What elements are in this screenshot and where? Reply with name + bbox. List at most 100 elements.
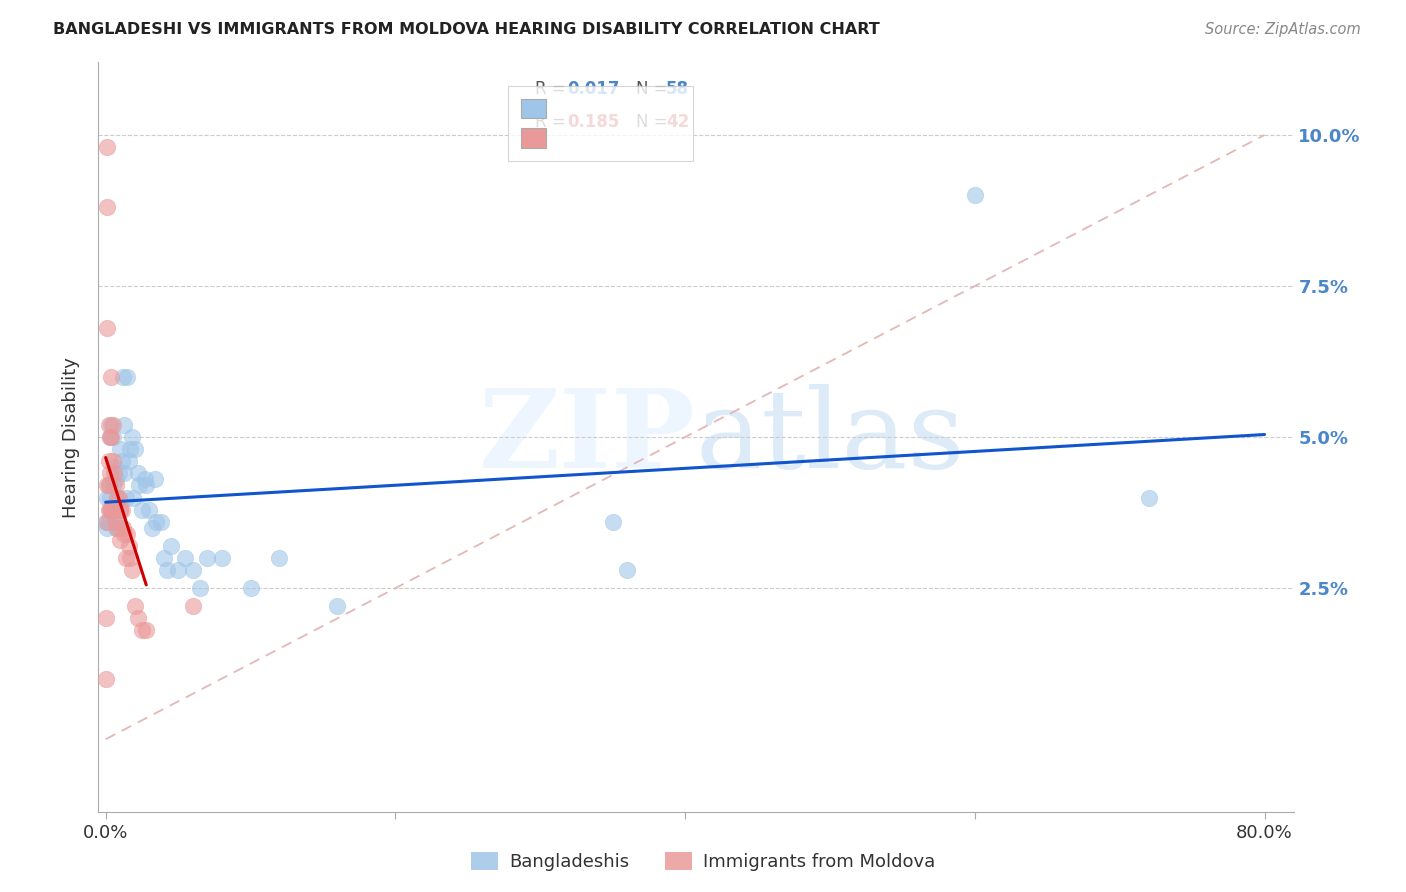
Point — [96, 140, 118, 154]
Point — [963, 188, 986, 202]
Text: R =: R = — [534, 113, 571, 131]
Point — [616, 563, 638, 577]
Point — [122, 491, 145, 505]
Point — [127, 467, 149, 481]
Point — [269, 550, 291, 565]
Point — [134, 472, 156, 486]
Point — [117, 526, 139, 541]
Text: N =: N = — [637, 80, 673, 98]
Point — [104, 515, 127, 529]
Point — [96, 611, 118, 625]
Point — [104, 521, 127, 535]
Point — [112, 521, 135, 535]
Point — [97, 478, 120, 492]
Point — [112, 369, 135, 384]
Point — [128, 478, 150, 492]
Point — [181, 563, 204, 577]
Point — [100, 502, 122, 516]
Point — [160, 539, 183, 553]
Point — [118, 539, 141, 553]
Point — [211, 550, 233, 565]
Point — [115, 491, 138, 505]
Point — [96, 478, 118, 492]
Point — [96, 321, 118, 335]
Point — [155, 563, 177, 577]
Point — [1137, 491, 1160, 505]
Point — [98, 430, 121, 444]
Point — [110, 454, 132, 468]
Point — [174, 550, 197, 565]
Text: 42: 42 — [666, 113, 689, 131]
Legend: Bangladeshis, Immigrants from Moldova: Bangladeshis, Immigrants from Moldova — [464, 845, 942, 879]
Point — [94, 672, 117, 686]
Point — [110, 502, 132, 516]
Point — [96, 515, 118, 529]
Point — [101, 417, 124, 432]
Point — [101, 430, 124, 444]
Point — [114, 417, 136, 432]
Point — [105, 521, 128, 535]
Point — [131, 502, 153, 516]
Point — [602, 515, 624, 529]
Point — [103, 460, 125, 475]
Point — [108, 502, 131, 516]
Point — [108, 502, 131, 516]
Point — [141, 521, 163, 535]
Point — [96, 201, 118, 215]
Point — [104, 478, 127, 492]
Point — [96, 521, 118, 535]
Text: Source: ZipAtlas.com: Source: ZipAtlas.com — [1205, 22, 1361, 37]
Point — [98, 502, 121, 516]
Point — [124, 599, 146, 614]
Point — [114, 526, 136, 541]
Point — [117, 369, 139, 384]
Point — [120, 550, 142, 565]
Point — [103, 502, 125, 516]
Point — [105, 491, 128, 505]
Point — [100, 430, 122, 444]
Point — [103, 467, 125, 481]
Point — [167, 563, 190, 577]
Point — [239, 581, 262, 595]
Point — [120, 442, 142, 457]
Point — [97, 454, 120, 468]
Point — [97, 515, 120, 529]
Point — [118, 454, 141, 468]
Y-axis label: Hearing Disability: Hearing Disability — [62, 357, 80, 517]
Point — [135, 624, 157, 638]
Point — [152, 550, 174, 565]
Text: R =: R = — [534, 80, 571, 98]
Point — [124, 442, 146, 457]
Point — [131, 624, 153, 638]
Point — [121, 563, 143, 577]
Legend: , : , — [508, 86, 693, 161]
Point — [195, 550, 218, 565]
Point — [100, 417, 122, 432]
Point — [104, 472, 127, 486]
Point — [100, 369, 122, 384]
Point — [181, 599, 204, 614]
Point — [107, 521, 129, 535]
Point — [101, 478, 124, 492]
Point — [121, 430, 143, 444]
Text: N =: N = — [637, 113, 673, 131]
Point — [326, 599, 349, 614]
Point — [107, 491, 129, 505]
Point — [105, 491, 128, 505]
Text: BANGLADESHI VS IMMIGRANTS FROM MOLDOVA HEARING DISABILITY CORRELATION CHART: BANGLADESHI VS IMMIGRANTS FROM MOLDOVA H… — [53, 22, 880, 37]
Point — [98, 467, 121, 481]
Point — [108, 442, 131, 457]
Text: 0.017: 0.017 — [567, 80, 620, 98]
Point — [103, 515, 125, 529]
Point — [115, 550, 138, 565]
Point — [107, 467, 129, 481]
Point — [138, 502, 160, 516]
Text: 58: 58 — [666, 80, 689, 98]
Point — [101, 502, 124, 516]
Point — [105, 515, 128, 529]
Point — [100, 502, 122, 516]
Point — [96, 515, 118, 529]
Point — [127, 611, 149, 625]
Point — [149, 515, 172, 529]
Point — [97, 478, 120, 492]
